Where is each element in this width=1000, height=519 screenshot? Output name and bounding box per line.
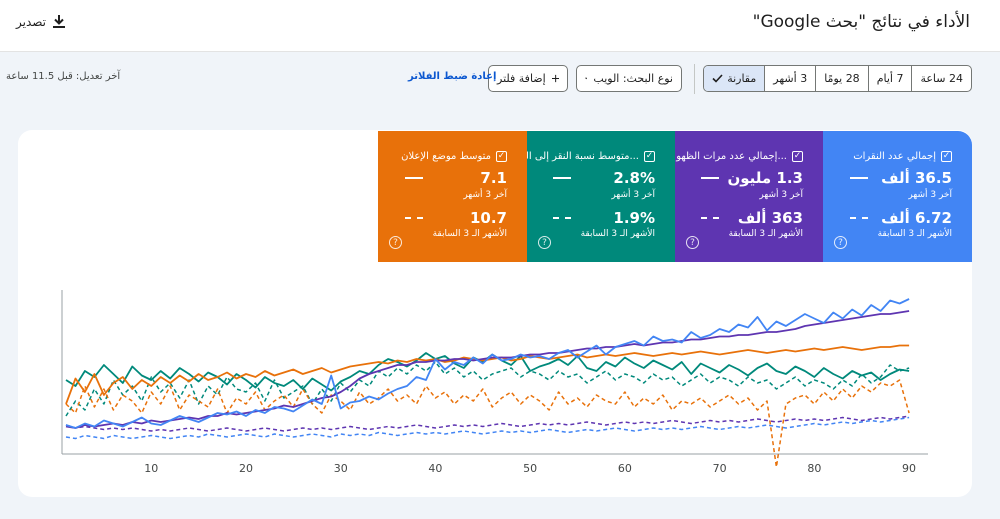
date-range-7d[interactable]: 7 أيام bbox=[867, 66, 912, 91]
date-range-compare[interactable]: مقارنة bbox=[704, 66, 765, 91]
metric-previous-value: 363 ألف bbox=[737, 209, 803, 227]
date-range-label: 7 أيام bbox=[876, 72, 904, 85]
x-tick-label: 70 bbox=[713, 462, 727, 475]
x-tick-label: 20 bbox=[239, 462, 253, 475]
metric-previous-period-label: الأشهر الـ 3 السابقة bbox=[432, 229, 507, 239]
metric-tile-ctr[interactable]: ✓ متوسط نسبة النقر إلى الـ... 2.8% آخر 3 … bbox=[523, 131, 675, 262]
date-range-28d[interactable]: 28 يومًا bbox=[815, 66, 867, 91]
dashed-line-legend-icon bbox=[553, 217, 571, 219]
current-period-series-line bbox=[65, 310, 910, 429]
dropdown-arrow-icon bbox=[585, 77, 588, 80]
previous-period-series-line bbox=[65, 379, 910, 468]
metric-value: 1.3 مليون bbox=[727, 169, 803, 187]
metric-period-label: آخر 3 أشهر bbox=[759, 190, 803, 200]
export-button[interactable]: تصدير bbox=[16, 14, 66, 29]
previous-period-series-line bbox=[65, 415, 910, 432]
help-icon[interactable]: ? bbox=[834, 236, 847, 249]
plus-icon bbox=[551, 74, 559, 83]
metric-period-label: آخر 3 أشهر bbox=[908, 190, 952, 200]
compare-label: مقارنة bbox=[727, 72, 757, 85]
metric-period-label: آخر 3 أشهر bbox=[611, 190, 655, 200]
metric-previous-period-label: الأشهر الـ 3 السابقة bbox=[580, 229, 655, 239]
current-period-series-line bbox=[65, 298, 910, 429]
help-icon[interactable]: ? bbox=[686, 236, 699, 249]
checkbox-icon[interactable]: ✓ bbox=[792, 151, 803, 162]
checkbox-icon[interactable]: ✓ bbox=[496, 151, 507, 162]
date-range-label: 3 أشهر bbox=[773, 72, 808, 85]
x-tick-label: 30 bbox=[334, 462, 348, 475]
metric-label: إجمالي عدد النقرات bbox=[853, 151, 936, 162]
help-icon[interactable]: ? bbox=[389, 236, 402, 249]
metric-tile-position[interactable]: ✓ متوسط موضع الإعلان 7.1 آخر 3 أشهر 10.7 … bbox=[378, 131, 527, 262]
date-range-label: 24 ساعة bbox=[920, 72, 963, 85]
metric-value: 36.5 ألف bbox=[881, 169, 952, 187]
add-filter-label: إضافة فلتر bbox=[497, 72, 546, 85]
solid-line-legend-icon bbox=[553, 177, 571, 179]
metric-previous-period-label: الأشهر الـ 3 السابقة bbox=[877, 229, 952, 239]
checkbox-icon[interactable]: ✓ bbox=[644, 151, 655, 162]
metric-value: 2.8% bbox=[613, 169, 655, 187]
last-updated-text: آخر تعديل: قبل 11.5 ساعة bbox=[6, 71, 121, 82]
date-range-3m[interactable]: 3 أشهر bbox=[764, 66, 815, 91]
previous-period-series-line bbox=[65, 361, 910, 417]
current-period-series-line bbox=[65, 344, 910, 405]
check-icon bbox=[712, 74, 723, 83]
top-bar: الأداء في نتائج "بحث Google" تصدير bbox=[0, 0, 1000, 52]
metric-label: إجمالي عدد مرات الظهو... bbox=[676, 151, 787, 162]
export-label: تصدير bbox=[16, 14, 47, 29]
metric-tile-clicks[interactable]: ✓ إجمالي عدد النقرات 36.5 ألف آخر 3 أشهر … bbox=[823, 131, 972, 262]
page-title: الأداء في نتائج "بحث Google" bbox=[752, 12, 970, 32]
x-tick-label: 10 bbox=[144, 462, 158, 475]
x-tick-label: 80 bbox=[807, 462, 821, 475]
previous-period-series-line bbox=[65, 416, 910, 440]
checkbox-icon[interactable]: ✓ bbox=[941, 151, 952, 162]
metric-label: متوسط موضع الإعلان bbox=[401, 151, 491, 162]
metric-previous-value: 6.72 ألف bbox=[881, 209, 952, 227]
metric-period-label: آخر 3 أشهر bbox=[463, 190, 507, 200]
search-type-dropdown[interactable]: نوع البحث: الويب bbox=[576, 65, 682, 92]
x-tick-label: 50 bbox=[523, 462, 537, 475]
toolbar-divider bbox=[694, 64, 695, 94]
solid-line-legend-icon bbox=[405, 177, 423, 179]
performance-chart: 10 20 30 40 50 60 70 80 90 bbox=[61, 290, 928, 475]
x-tick-label: 60 bbox=[618, 462, 632, 475]
filter-bar: 24 ساعة 7 أيام 28 يومًا 3 أشهر مقارنة نو… bbox=[0, 52, 1000, 108]
metric-value: 7.1 bbox=[480, 169, 507, 187]
date-range-selector: 24 ساعة 7 أيام 28 يومًا 3 أشهر مقارنة bbox=[703, 65, 972, 92]
search-type-label: نوع البحث: الويب bbox=[593, 72, 673, 85]
metric-previous-value: 1.9% bbox=[613, 209, 655, 227]
add-filter-button[interactable]: إضافة فلتر bbox=[488, 65, 568, 92]
dashed-line-legend-icon bbox=[850, 217, 868, 219]
metric-label: متوسط نسبة النقر إلى الـ... bbox=[522, 151, 639, 162]
metric-previous-value: 10.7 bbox=[469, 209, 507, 227]
dashed-line-legend-icon bbox=[405, 217, 423, 219]
date-range-24h[interactable]: 24 ساعة bbox=[911, 66, 971, 91]
metric-previous-period-label: الأشهر الـ 3 السابقة bbox=[728, 229, 803, 239]
x-tick-label: 40 bbox=[428, 462, 442, 475]
solid-line-legend-icon bbox=[701, 177, 719, 179]
x-tick-label: 90 bbox=[902, 462, 916, 475]
dashed-line-legend-icon bbox=[701, 217, 719, 219]
help-icon[interactable]: ? bbox=[538, 236, 551, 249]
reset-filters-link[interactable]: إعادة ضبط الفلاتر bbox=[408, 71, 497, 82]
metric-tile-impressions[interactable]: ✓ إجمالي عدد مرات الظهو... 1.3 مليون آخر … bbox=[675, 131, 823, 262]
download-icon bbox=[53, 15, 66, 28]
solid-line-legend-icon bbox=[850, 177, 868, 179]
date-range-label: 28 يومًا bbox=[824, 72, 860, 85]
